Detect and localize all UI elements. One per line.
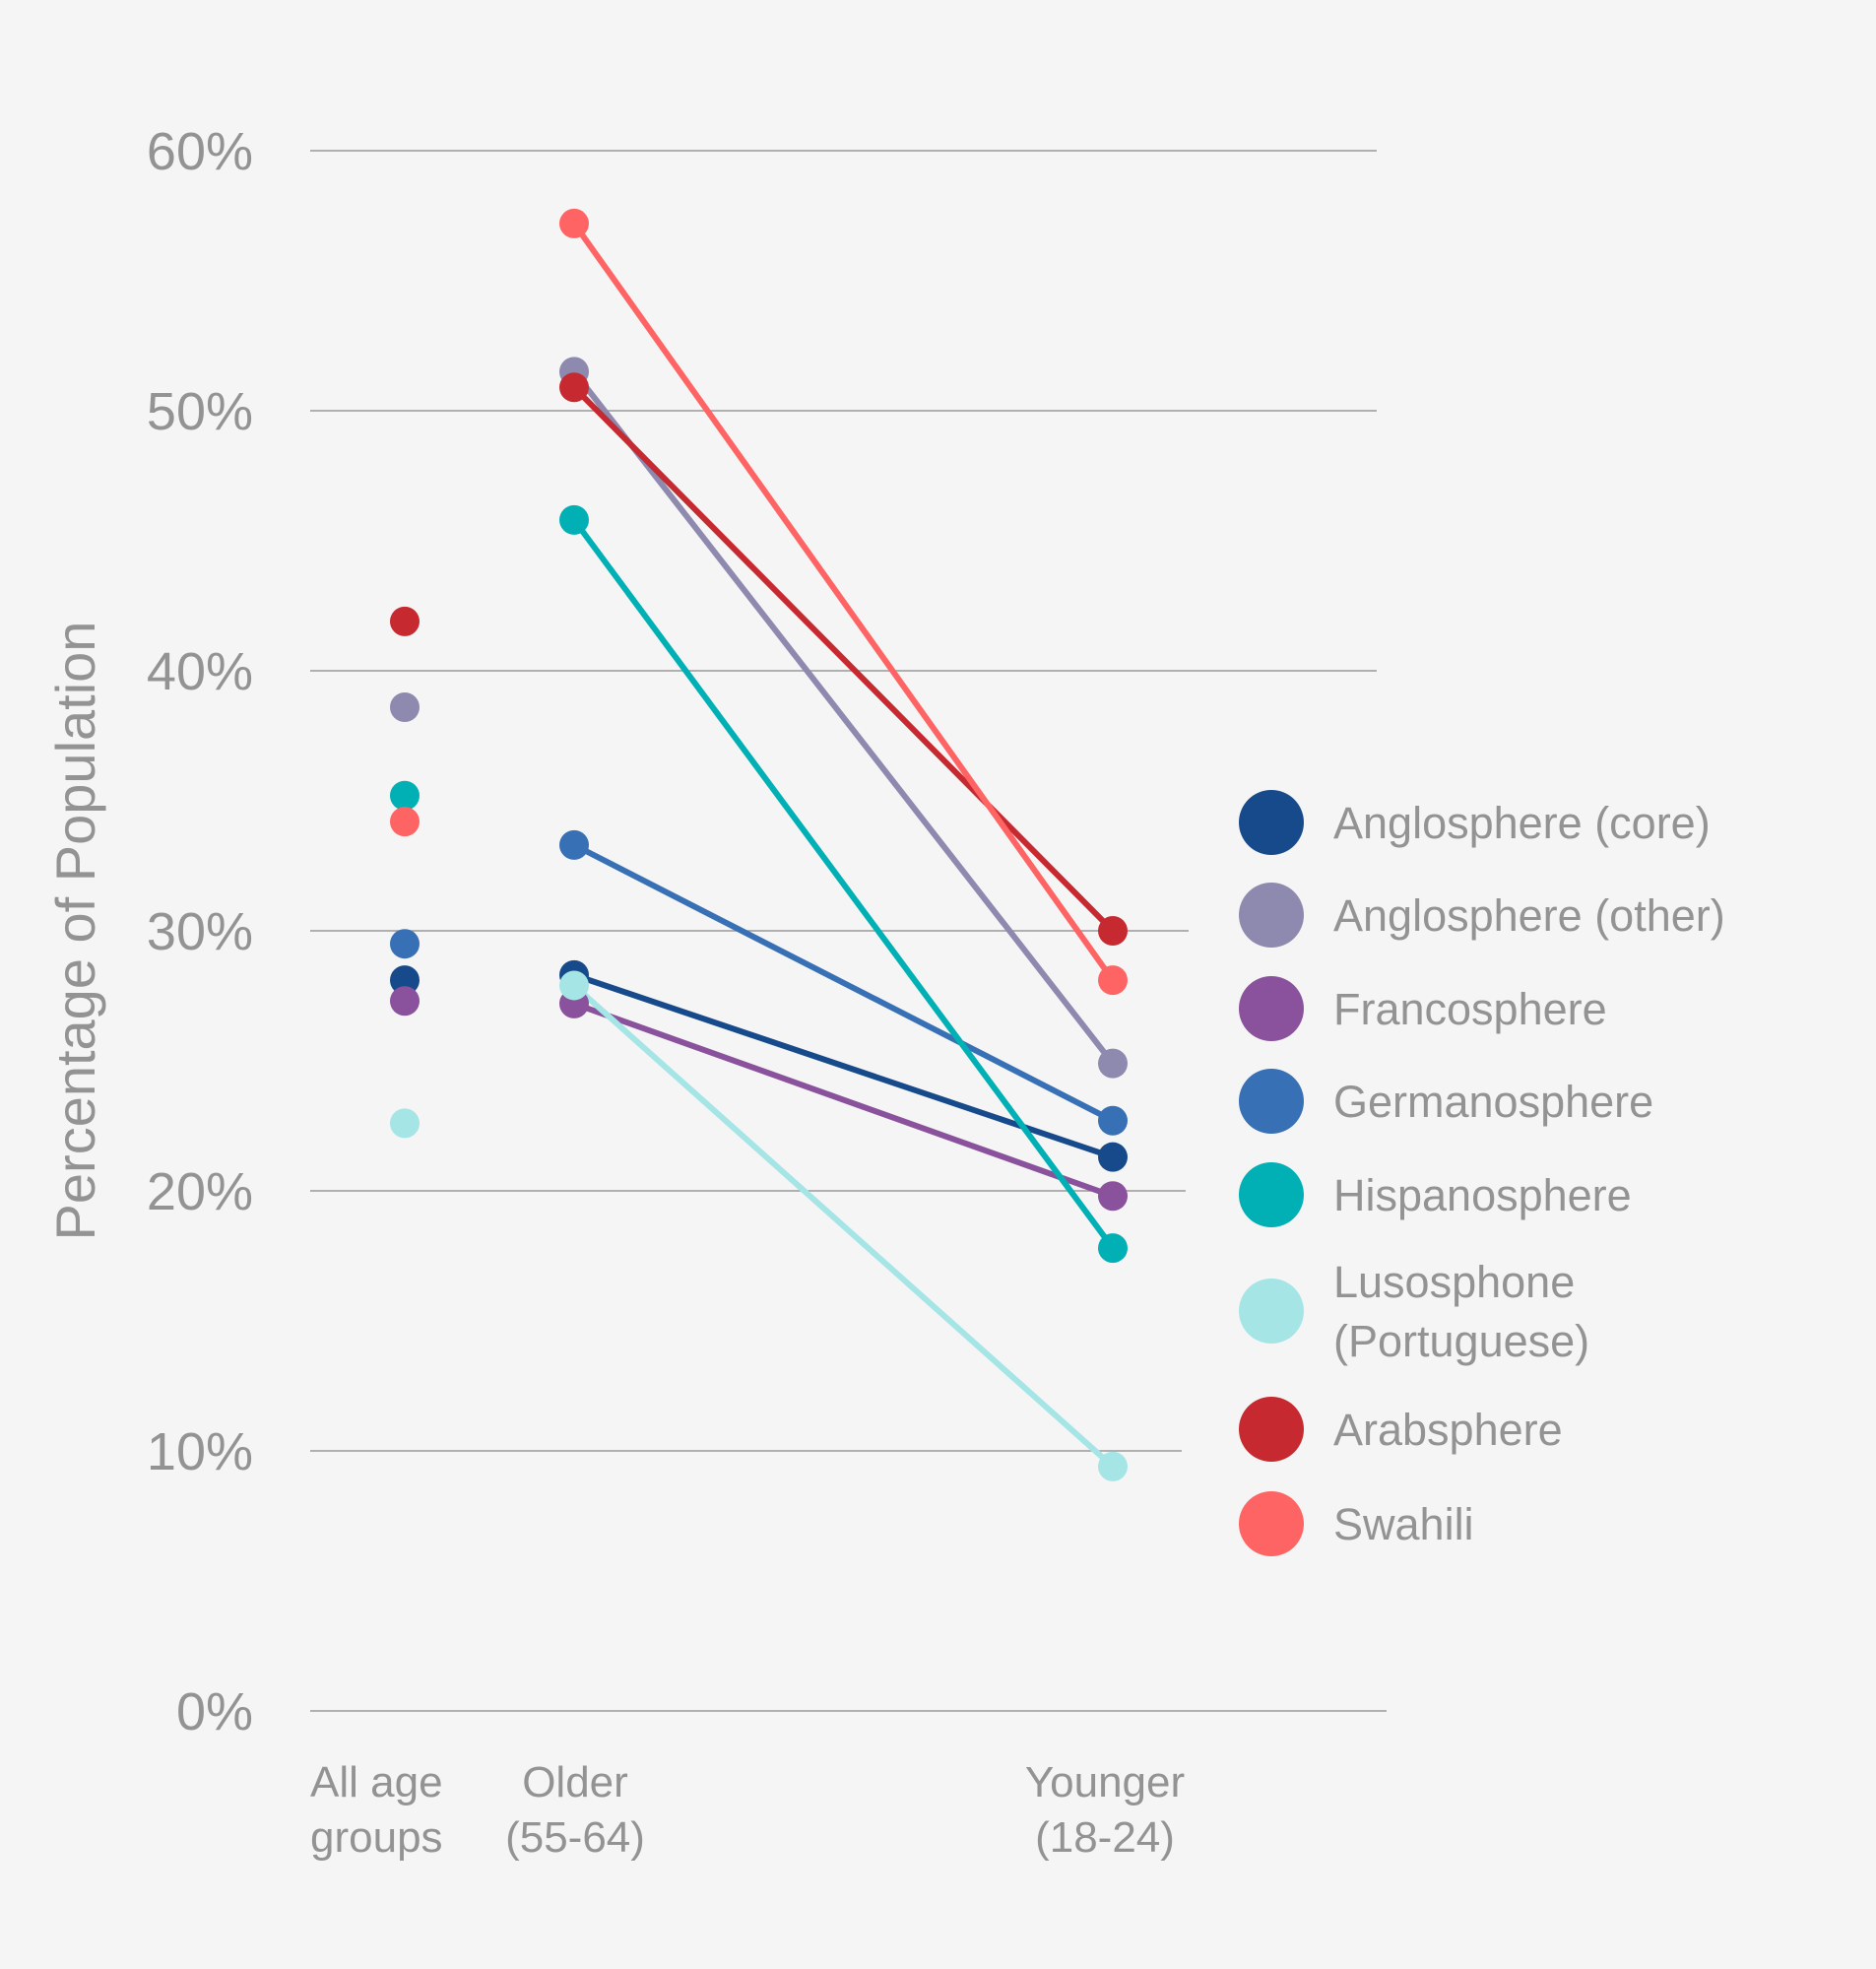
series-line-lusosphone-portuguese [571, 982, 1116, 1470]
series-line-swahili [571, 220, 1116, 984]
y-axis-ticks: 0% 10% 20% 30% 40% 50% 60% [147, 122, 253, 1741]
point-arabsphere-younger [1098, 916, 1128, 946]
gridlines [310, 150, 1387, 1712]
series-line-arabsphere [571, 384, 1116, 934]
y-tick-label: 20% [147, 1162, 253, 1221]
legend-swatch [1239, 1279, 1304, 1344]
legend-swatch [1239, 883, 1304, 948]
y-tick-label: 60% [147, 122, 253, 181]
point-anglosphere-other-all [390, 691, 420, 722]
legend-label: Germanosphere [1333, 1077, 1653, 1127]
legend-label: Lusosphone (Portuguese) [1333, 1257, 1589, 1366]
x-category-label-older: Older (55-64) [505, 1758, 645, 1862]
legend-label: Anglosphere (core) [1333, 798, 1711, 848]
legend-item-germanosphere: Germanosphere [1239, 1069, 1653, 1134]
point-arabsphere-older [559, 372, 589, 403]
x-category-label-all: All age groups [310, 1758, 443, 1862]
legend-label: Anglosphere (other) [1333, 890, 1725, 941]
legend-label: Arabsphere [1333, 1405, 1563, 1455]
legend-item-swahili: Swahili [1239, 1491, 1474, 1556]
legend-item-francosphere: Francosphere [1239, 976, 1607, 1041]
point-lusosphone-portuguese-younger [1098, 1451, 1128, 1481]
legend: Anglosphere (core) Anglosphere (other) Fra… [1239, 790, 1725, 1556]
point-anglosphere-other-younger [1098, 1048, 1128, 1079]
series-line-hispanosphere [571, 516, 1116, 1252]
point-hispanosphere-older [559, 504, 589, 535]
point-arabsphere-all [390, 606, 420, 636]
point-francosphere-all [390, 986, 420, 1017]
legend-label: Hispanosphere [1333, 1170, 1632, 1220]
legend-swatch [1239, 1397, 1304, 1462]
point-hispanosphere-younger [1098, 1233, 1128, 1264]
series-line-anglosphere-other [571, 368, 1116, 1067]
legend-swatch [1239, 1491, 1304, 1556]
series-line-francosphere [571, 1000, 1116, 1200]
legend-item-anglosphere-core: Anglosphere (core) [1239, 790, 1711, 855]
point-germanosphere-older [559, 829, 589, 860]
point-germanosphere-all [390, 929, 420, 959]
legend-label: Swahili [1333, 1499, 1474, 1549]
point-germanosphere-younger [1098, 1105, 1128, 1136]
legend-swatch [1239, 976, 1304, 1041]
legend-item-hispanosphere: Hispanosphere [1239, 1162, 1632, 1227]
y-tick-label: 30% [147, 902, 253, 961]
x-axis-categories: All age groups Older (55-64) Younger (18-24) [310, 1758, 1185, 1862]
legend-label: Francosphere [1333, 984, 1607, 1034]
point-francosphere-younger [1098, 1181, 1128, 1212]
y-axis-title: Percentage of Population [44, 622, 106, 1241]
series-lines [571, 220, 1116, 1470]
point-hispanosphere-all [390, 780, 420, 811]
y-tick-label: 50% [147, 382, 253, 441]
y-tick-label: 10% [147, 1422, 253, 1481]
legend-item-anglosphere-other: Anglosphere (other) [1239, 883, 1725, 948]
point-anglosphere-core-all [390, 965, 420, 996]
legend-swatch [1239, 1069, 1304, 1134]
legend-item-lusosphone-portuguese: Lusosphone (Portuguese) [1239, 1257, 1589, 1366]
point-anglosphere-core-younger [1098, 1142, 1128, 1172]
legend-swatch [1239, 790, 1304, 855]
point-swahili-older [559, 208, 589, 238]
y-tick-label: 40% [147, 642, 253, 701]
point-lusosphone-portuguese-older [559, 970, 589, 1001]
x-category-label-younger: Younger (18-24) [1025, 1758, 1185, 1862]
point-swahili-younger [1098, 965, 1128, 996]
point-swahili-all [390, 807, 420, 837]
legend-item-arabsphere: Arabsphere [1239, 1397, 1563, 1462]
point-lusosphone-portuguese-all [390, 1108, 420, 1139]
y-tick-label: 0% [176, 1682, 253, 1741]
legend-swatch [1239, 1162, 1304, 1227]
series-points [390, 208, 1128, 1481]
series-line-germanosphere [571, 841, 1116, 1124]
